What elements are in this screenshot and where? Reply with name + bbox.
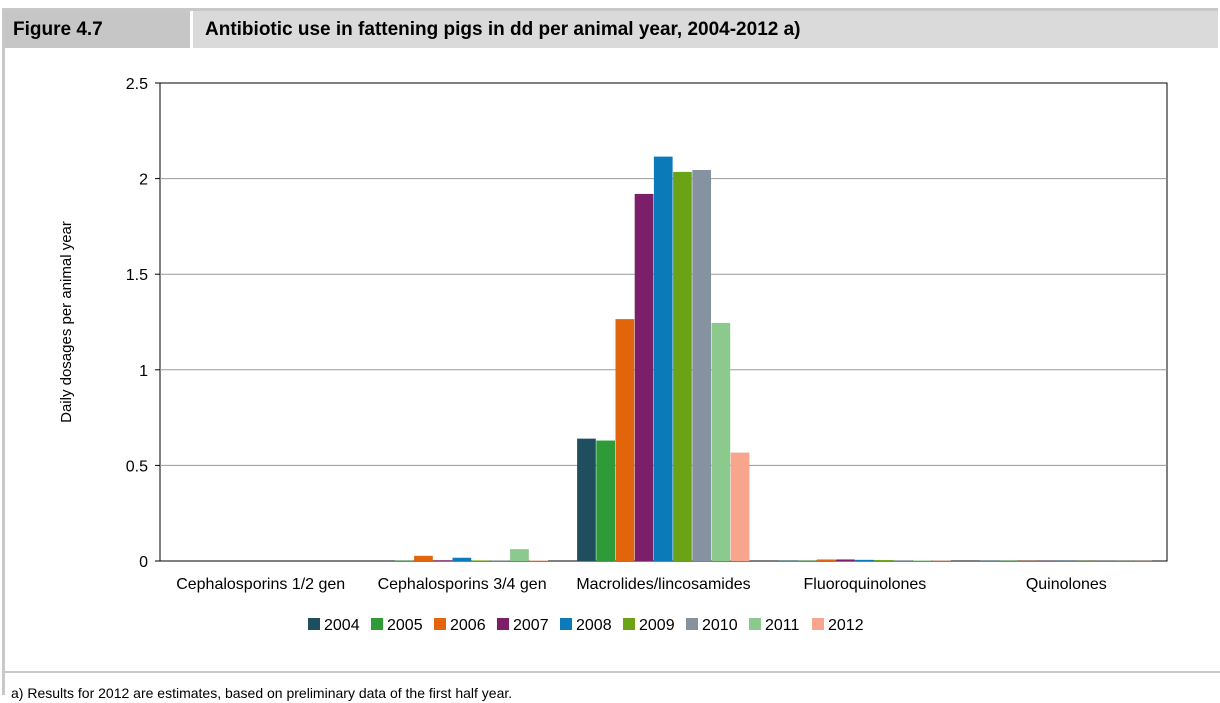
legend-swatch-2004 [308, 618, 320, 630]
y-tick-label: 2.5 [126, 76, 148, 93]
bar-2011-2 [712, 323, 731, 561]
bar-2012-1 [529, 560, 548, 561]
bar-2010-3 [894, 560, 913, 561]
y-tick-label: 1 [139, 363, 148, 380]
legend-label: 2004 [324, 617, 360, 634]
bar-chart: 0 0.5 1 1.5 2 2.5 Daily dosages per animal yea… [5, 48, 1218, 670]
legend-swatch-2012 [812, 618, 824, 630]
x-tick-label: Cephalosporins 3/4 gen [378, 576, 547, 593]
legend-label: 2009 [639, 617, 675, 634]
legend-label: 2011 [765, 617, 800, 634]
legend-swatch-2010 [686, 618, 698, 630]
figure-header: Figure 4.7 Antibiotic use in fattening p… [5, 8, 1218, 48]
legend-label: 2010 [702, 617, 738, 634]
figure-label: Figure 4.7 [5, 11, 190, 48]
bar-2008-2 [654, 157, 673, 561]
footnote: a) Results for 2012 are estimates, based… [5, 671, 1220, 703]
legend-swatch-2007 [497, 618, 509, 630]
bar-2006-3 [817, 559, 836, 561]
y-tick-label: 0 [139, 554, 148, 571]
legend-label: 2008 [576, 617, 612, 634]
bar-2004-2 [577, 439, 596, 561]
bar-2009-2 [673, 172, 692, 561]
legend-swatch-2005 [371, 618, 383, 630]
x-tick-label: Fluoroquinolones [804, 576, 927, 593]
bar-2006-2 [616, 319, 635, 561]
bar-2008-3 [855, 560, 874, 561]
bar-2007-3 [836, 559, 855, 561]
bar-2009-1 [472, 560, 491, 561]
legend-swatch-2008 [560, 618, 572, 630]
bar-2004-3 [779, 560, 798, 561]
legend-label: 2005 [387, 617, 423, 634]
x-tick-label: Quinolones [1026, 576, 1107, 593]
bar-2006-1 [414, 556, 433, 561]
x-tick-label: Cephalosporins 1/2 gen [176, 576, 345, 593]
bar-2007-2 [635, 194, 654, 561]
bar-2009-3 [875, 560, 894, 561]
y-tick-label: 0.5 [126, 458, 148, 475]
x-tick-label: Macrolides/lincosamides [576, 576, 750, 593]
bar-2011-3 [913, 560, 932, 561]
y-axis-label: Daily dosages per animal year [58, 221, 75, 423]
bar-2008-1 [453, 558, 472, 561]
bar-2010-2 [692, 170, 711, 561]
legend-swatch-2009 [623, 618, 635, 630]
bar-2012-2 [731, 453, 750, 561]
y-tick-label: 1.5 [126, 267, 148, 284]
legend-swatch-2011 [749, 618, 761, 630]
figure-title: Antibiotic use in fattening pigs in dd p… [190, 11, 1218, 48]
bar-2005-2 [596, 441, 615, 561]
bar-2007-1 [433, 560, 452, 561]
y-tick-label: 2 [139, 172, 148, 189]
legend-label: 2012 [828, 617, 864, 634]
figure-frame: Figure 4.7 Antibiotic use in fattening p… [2, 8, 1218, 695]
legend-swatch-2006 [434, 618, 446, 630]
legend-label: 2007 [513, 617, 549, 634]
legend-label: 2006 [450, 617, 486, 634]
bar-2011-1 [510, 549, 529, 561]
